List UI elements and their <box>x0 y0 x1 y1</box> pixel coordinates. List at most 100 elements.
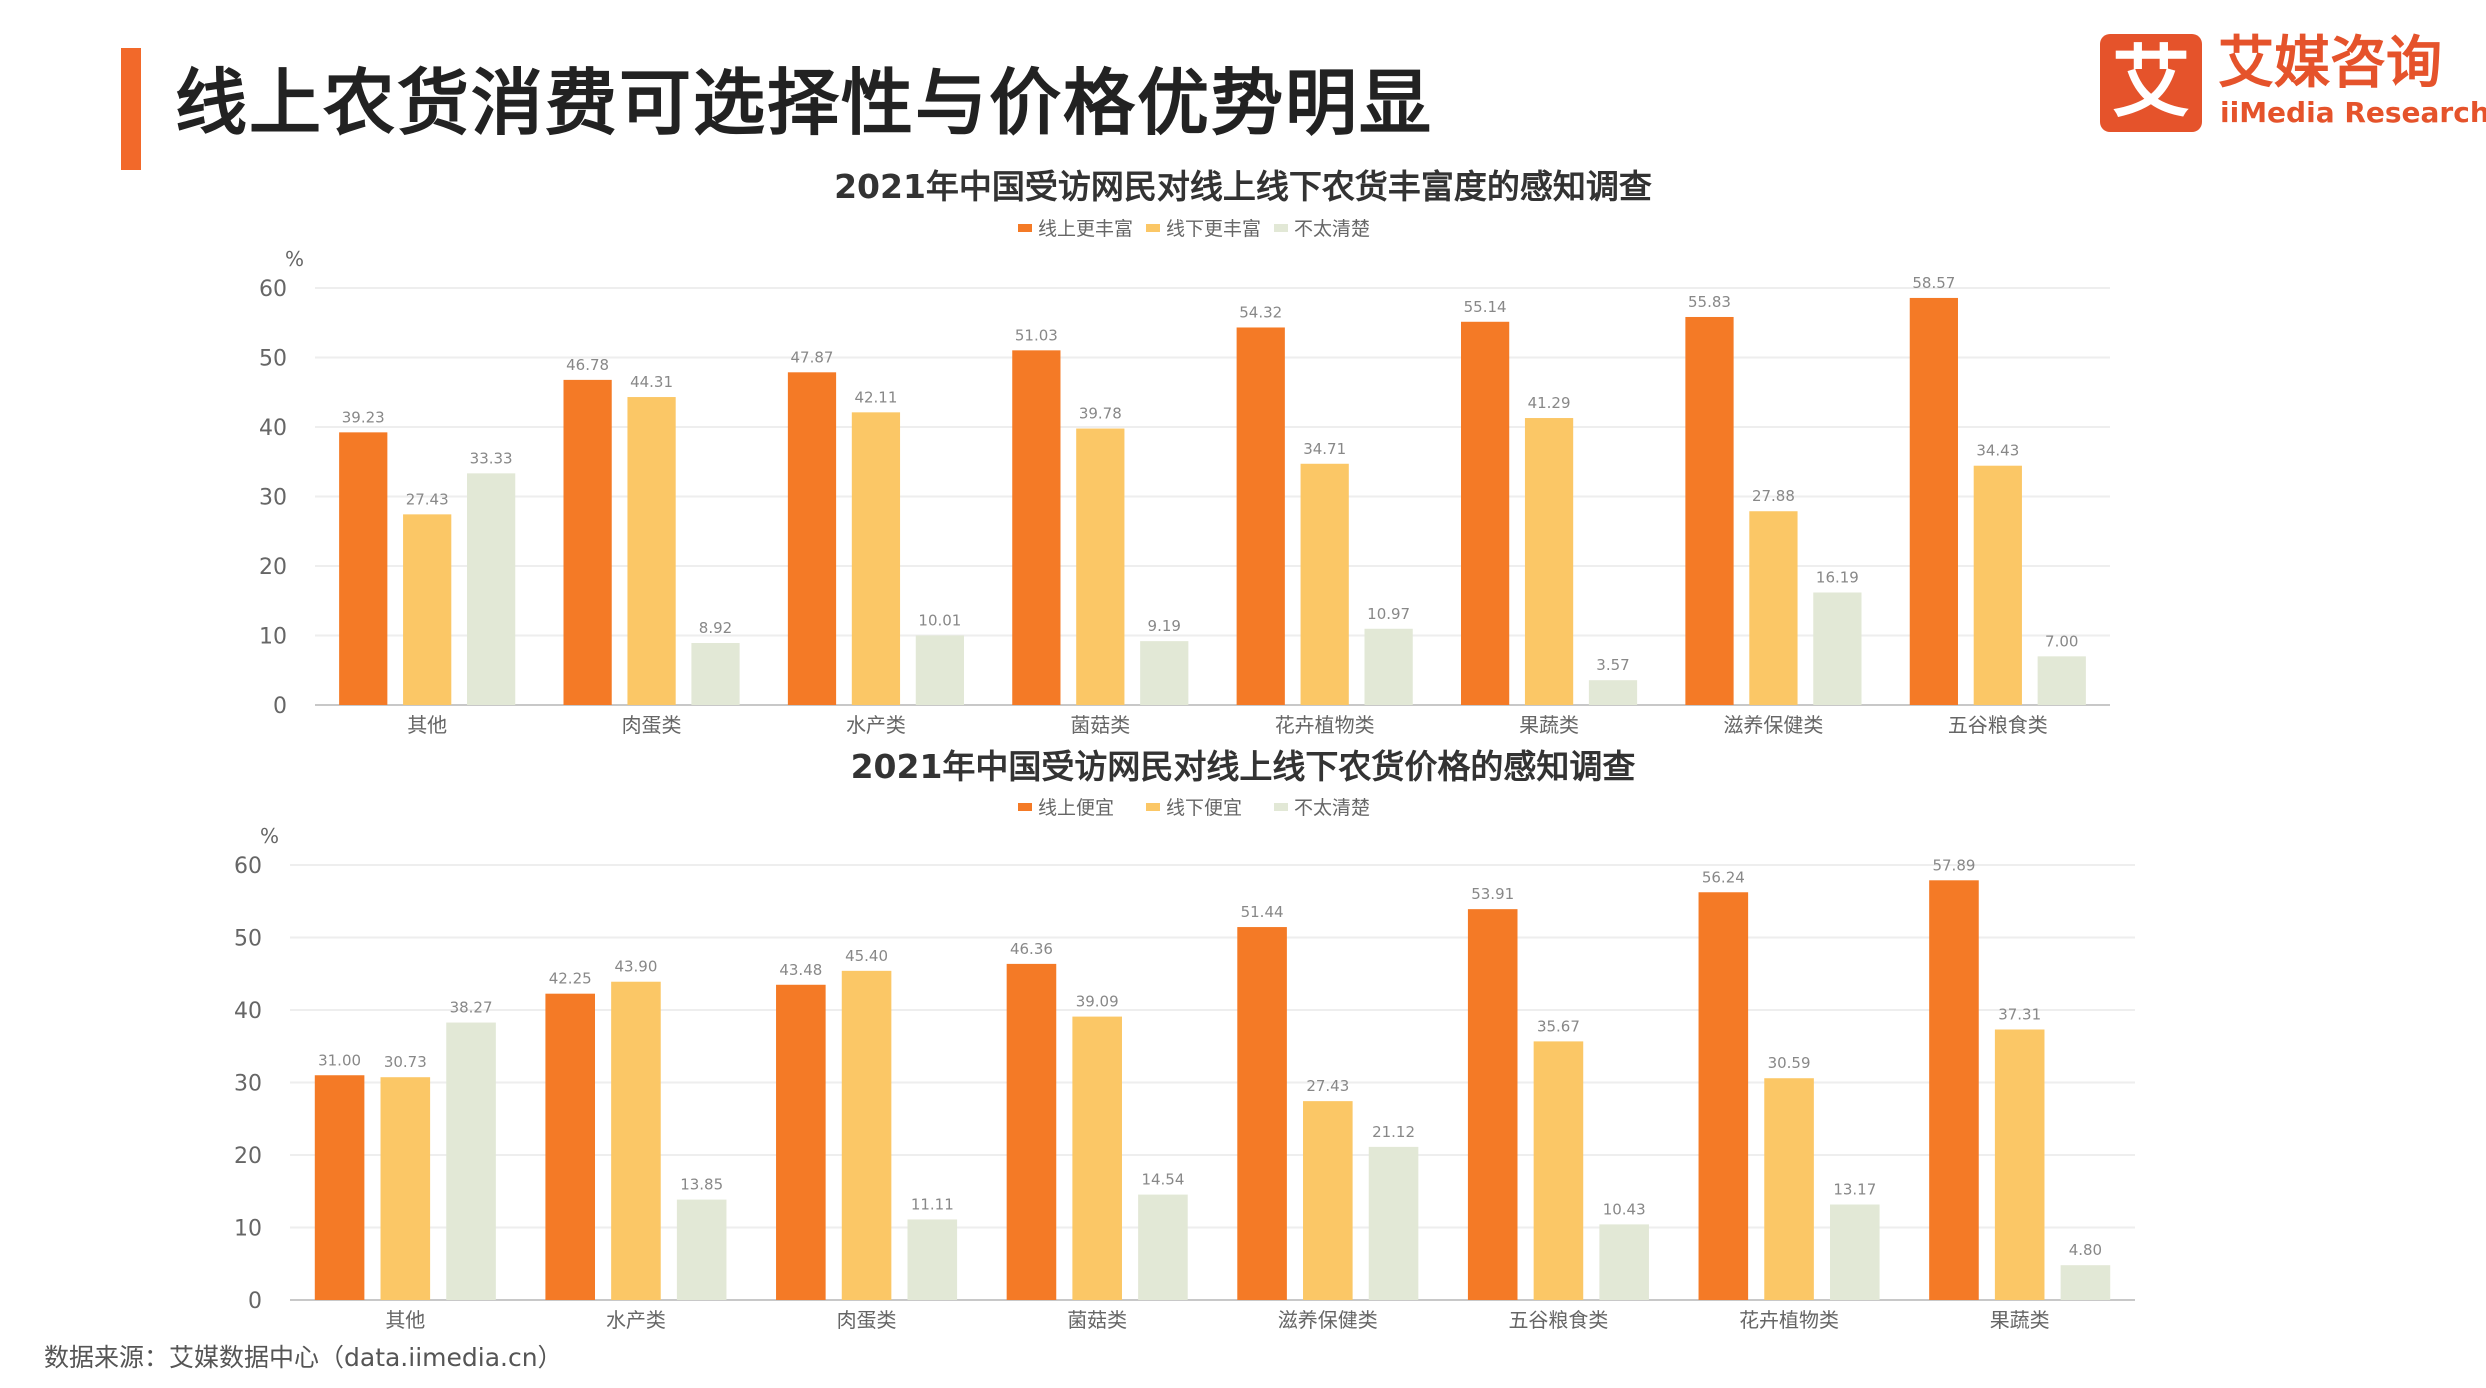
data-label: 3.57 <box>1596 656 1629 674</box>
bar <box>1237 927 1287 1300</box>
legend-label: 线下更丰富 <box>1166 218 1261 240</box>
bar <box>1460 321 1510 705</box>
data-label: 44.31 <box>630 373 673 391</box>
chart2-title: 2021年中国受访网民对线上线下农货价格的感知调查 <box>850 747 1636 786</box>
bar <box>1909 297 1958 705</box>
data-label: 30.73 <box>384 1053 427 1071</box>
chart1-title: 2021年中国受访网民对线上线下农货丰富度的感知调查 <box>834 167 1652 206</box>
legend-swatch <box>1274 803 1288 811</box>
x-tick-label: 肉蛋类 <box>622 713 682 737</box>
bar <box>380 1077 431 1300</box>
y-tick-label: 30 <box>259 486 287 511</box>
bar <box>1072 1016 1122 1300</box>
bar <box>915 635 965 705</box>
data-label: 10.01 <box>918 611 961 629</box>
bar <box>627 397 676 705</box>
y-unit-label: % <box>285 247 304 271</box>
x-tick-label: 花卉植物类 <box>1739 1308 1839 1330</box>
bar <box>1303 1101 1353 1300</box>
bar <box>676 1199 727 1300</box>
y-tick-label: 50 <box>234 927 262 952</box>
data-label: 13.17 <box>1833 1181 1876 1199</box>
data-label: 34.43 <box>1976 442 2019 460</box>
legend-label: 线上更丰富 <box>1038 218 1133 240</box>
bar <box>611 981 661 1300</box>
legend-swatch <box>1274 224 1288 232</box>
bar <box>1006 963 1057 1300</box>
data-label: 46.78 <box>566 356 609 374</box>
data-label: 53.91 <box>1471 885 1514 903</box>
data-label: 16.19 <box>1816 568 1859 586</box>
data-label: 41.29 <box>1528 394 1571 412</box>
y-tick-label: 50 <box>259 347 287 372</box>
x-tick-label: 其他 <box>385 1308 425 1330</box>
bar <box>907 1219 958 1300</box>
data-label: 33.33 <box>470 449 513 467</box>
data-label: 38.27 <box>450 999 493 1017</box>
data-source-note: 数据来源：艾媒数据中心（data.iimedia.cn） <box>44 1343 563 1372</box>
bar <box>1138 1194 1188 1300</box>
y-tick-label: 40 <box>259 416 287 441</box>
bar <box>787 372 837 705</box>
legend-swatch <box>1018 224 1032 232</box>
x-tick-label: 五谷粮食类 <box>1948 713 2048 737</box>
bar <box>2060 1265 2111 1300</box>
bar <box>1685 316 1734 705</box>
bar <box>851 412 901 705</box>
data-label: 10.97 <box>1367 605 1410 623</box>
logo-mark: 艾 <box>2100 34 2202 132</box>
data-label: 55.83 <box>1688 293 1731 311</box>
x-tick-label: 滋养保健类 <box>1723 713 1823 737</box>
x-tick-label: 其他 <box>407 713 447 737</box>
data-label: 27.43 <box>1306 1077 1349 1095</box>
legend-swatch <box>1146 803 1160 811</box>
data-label: 42.25 <box>549 970 592 988</box>
bar <box>1140 641 1189 705</box>
x-tick-label: 菌菇类 <box>1067 1308 1127 1330</box>
legend-label: 不太清楚 <box>1294 218 1370 240</box>
data-label: 30.59 <box>1768 1054 1811 1072</box>
data-label: 43.48 <box>779 961 822 979</box>
data-label: 57.89 <box>1932 856 1975 874</box>
bar <box>403 514 452 705</box>
data-label: 13.85 <box>680 1176 723 1194</box>
bar <box>1368 1146 1419 1300</box>
x-tick-label: 肉蛋类 <box>837 1308 897 1330</box>
bar <box>467 473 516 705</box>
bar <box>1364 628 1413 705</box>
page-title: 线上农货消费可选择性与价格优势明显 <box>175 61 1434 145</box>
data-label: 7.00 <box>2045 632 2078 650</box>
data-label: 39.09 <box>1076 993 1119 1011</box>
data-label: 51.03 <box>1015 326 1058 344</box>
data-label: 37.31 <box>1998 1006 2041 1024</box>
data-label: 10.43 <box>1603 1200 1646 1218</box>
price-bar-chart: 线上便宜 线下便宜 不太清楚% 0 10 20 30 40 50 60 31.00 30.73 38.2… <box>234 797 2135 1330</box>
x-tick-label: 花卉植物类 <box>1275 713 1375 737</box>
data-label: 14.54 <box>1141 1171 1184 1189</box>
data-label: 58.57 <box>1912 274 1955 292</box>
bar <box>1467 909 1518 1300</box>
bar <box>1524 418 1574 705</box>
y-tick-label: 10 <box>259 625 287 650</box>
bar <box>545 993 596 1300</box>
data-label: 42.11 <box>854 388 897 406</box>
bar <box>1300 463 1349 705</box>
data-label: 39.23 <box>342 408 385 426</box>
legend-label: 不太清楚 <box>1294 797 1370 819</box>
data-label: 55.14 <box>1464 298 1507 316</box>
legend-swatch <box>1146 224 1160 232</box>
y-tick-label: 10 <box>234 1217 262 1242</box>
y-tick-label: 30 <box>234 1072 262 1097</box>
bar <box>1533 1041 1584 1300</box>
x-tick-label: 菌菇类 <box>1070 713 1130 737</box>
title-accent-bar <box>121 48 141 170</box>
data-label: 43.90 <box>614 958 657 976</box>
y-tick-label: 0 <box>273 694 287 719</box>
bar <box>1829 1204 1880 1300</box>
y-tick-label: 60 <box>234 854 262 879</box>
data-label: 27.43 <box>406 490 449 508</box>
bar <box>1929 880 1979 1300</box>
logo-cn-text: 艾媒咨询 <box>2218 31 2442 96</box>
data-label: 4.80 <box>2069 1241 2102 1259</box>
data-label: 9.19 <box>1148 617 1181 635</box>
